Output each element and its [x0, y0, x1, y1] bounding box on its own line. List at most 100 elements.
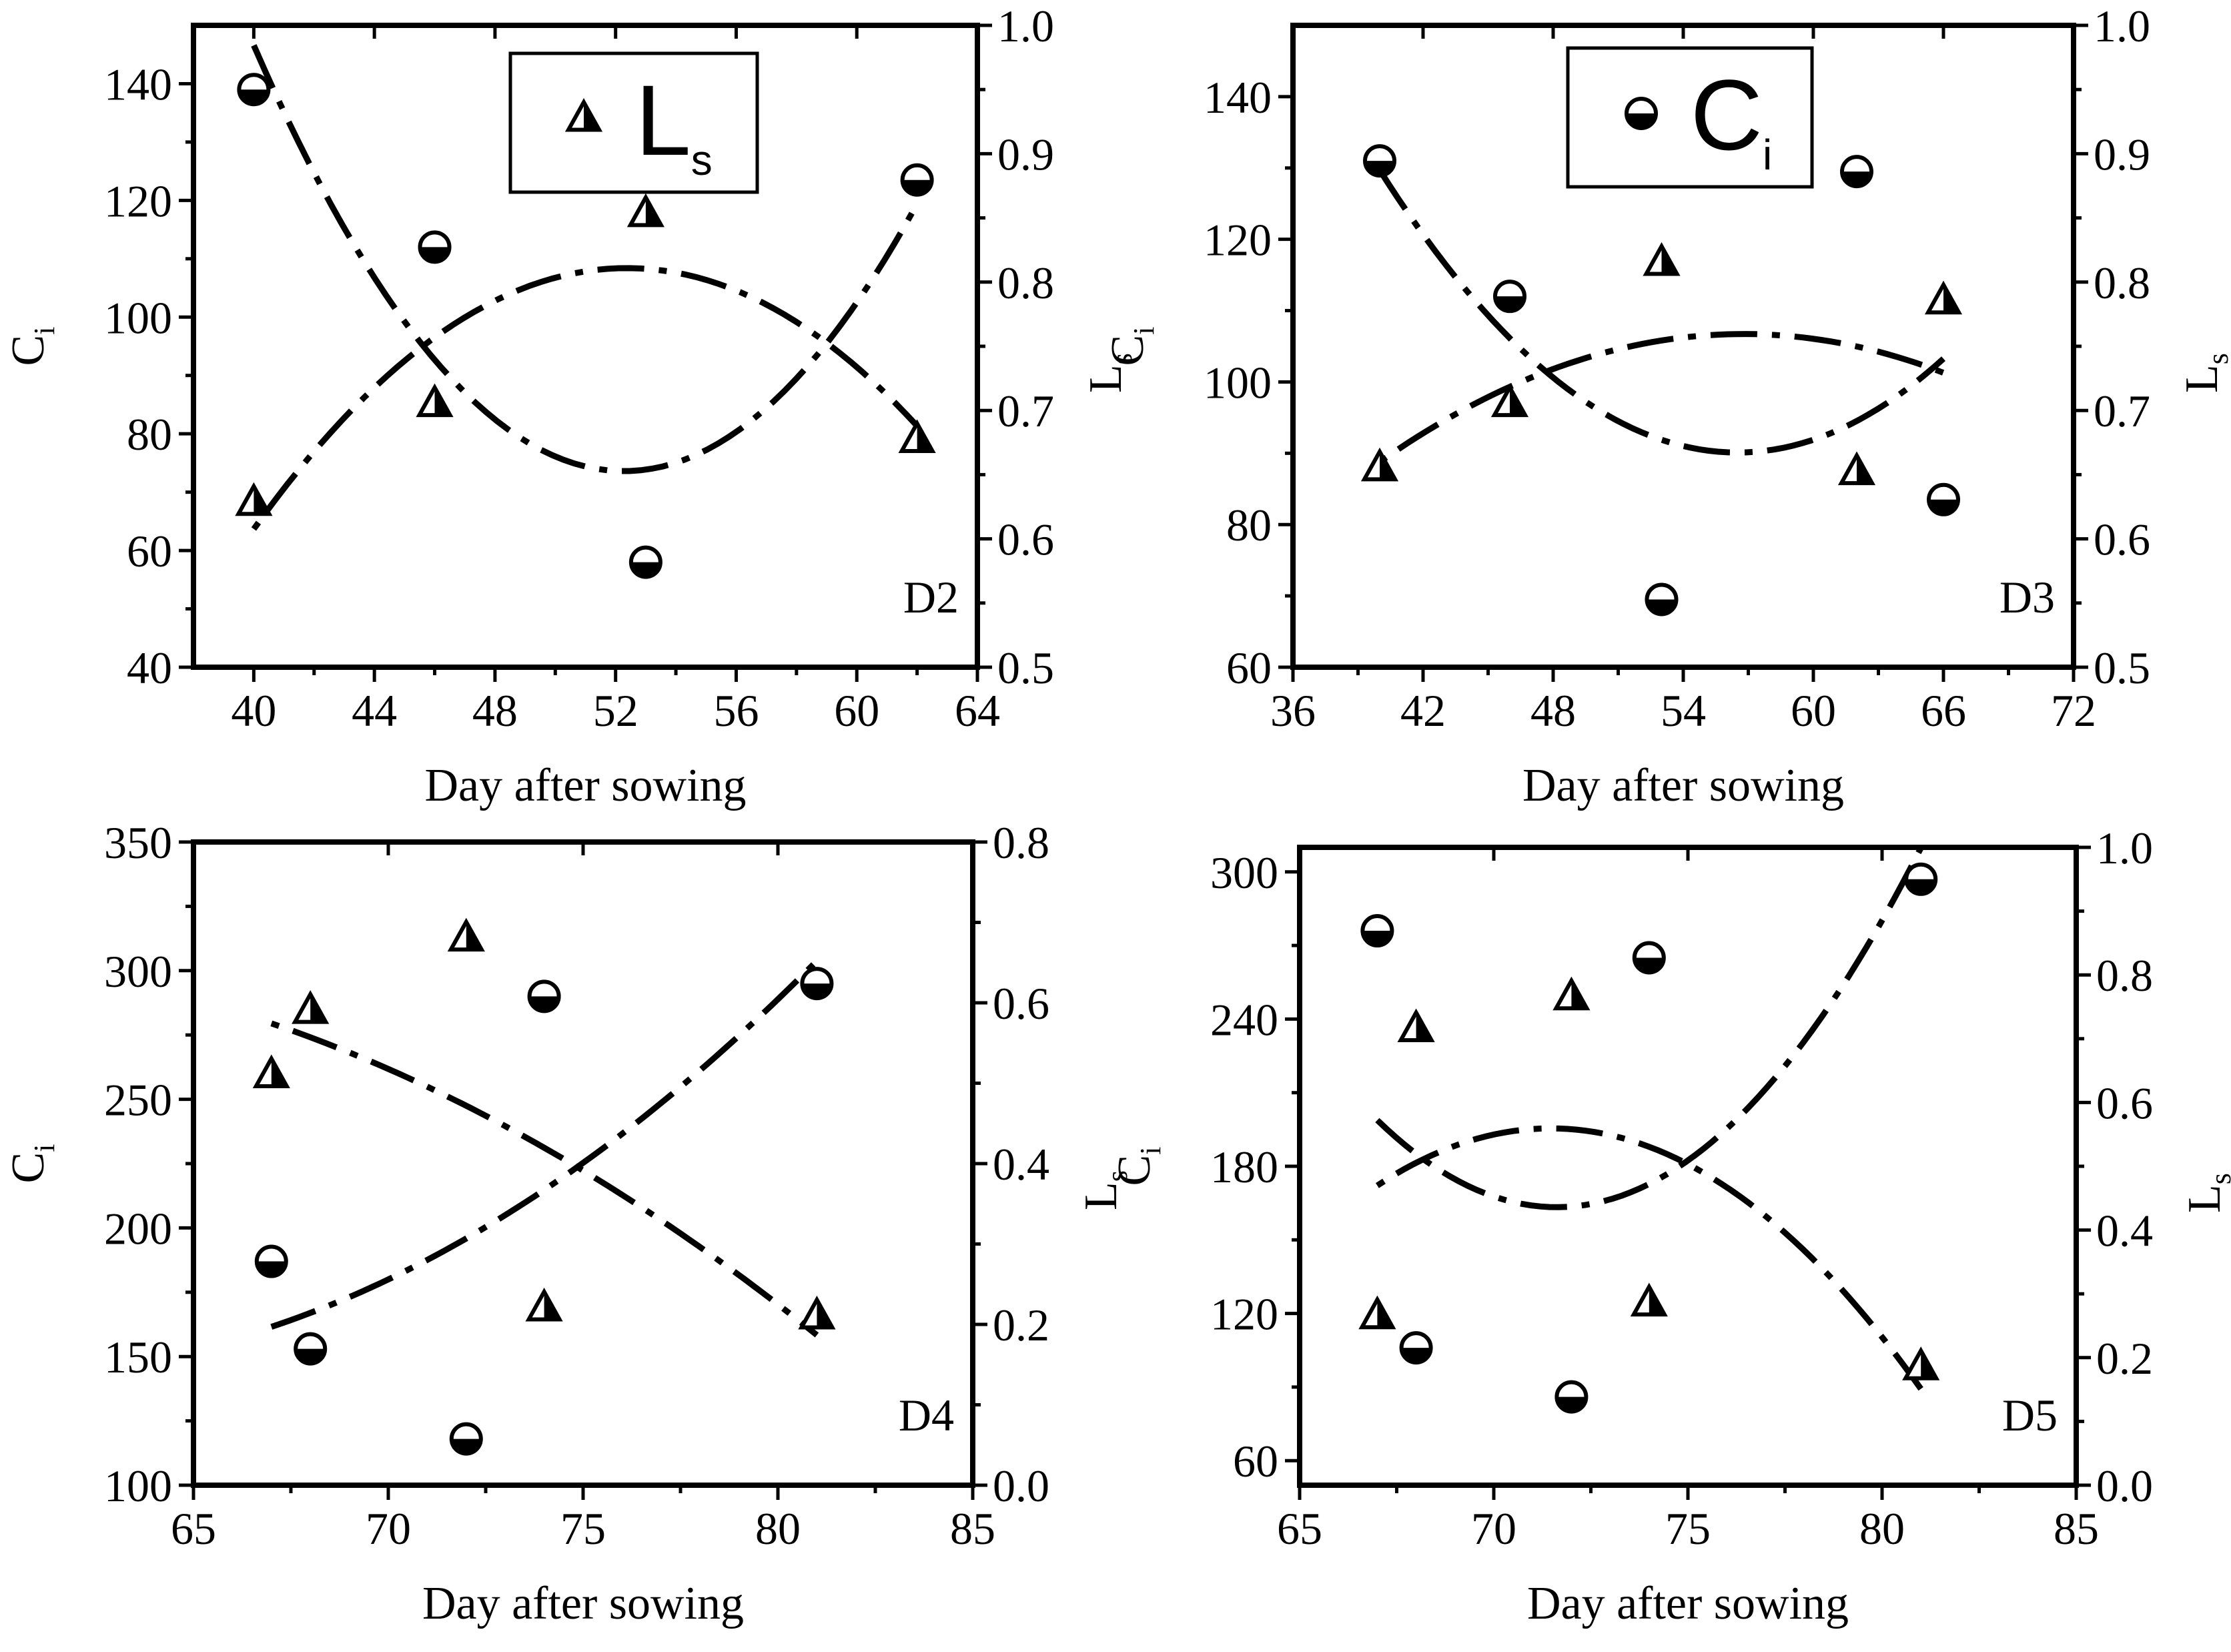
data-point-ci-fill [1365, 161, 1394, 176]
data-point-ls-fill [1943, 284, 1959, 313]
fit-curve-ls [270, 1020, 819, 1338]
legend-marker-ls [564, 97, 603, 132]
data-point-ci-fill [296, 1348, 326, 1364]
y-right-tick-label: 0.4 [2096, 1206, 2153, 1256]
data-point-ci [237, 73, 271, 107]
y-right-axis-title: Ls [2179, 1173, 2231, 1213]
data-point-ls-fill [1380, 451, 1395, 480]
y-right-axis-title: Ls [2176, 353, 2231, 393]
legend-label-sub: i [1763, 131, 1772, 179]
y-right-tick-label: 0.0 [993, 1461, 1049, 1511]
y-right-tick-label: 0.8 [2096, 950, 2153, 1001]
data-point-ls-fill [271, 1058, 287, 1087]
data-point-ls [1360, 447, 1399, 482]
y-right-tick-label: 0.8 [997, 258, 1054, 308]
y-right-axis-title-main: L [2179, 1184, 2230, 1213]
y-left-tick-label: 80 [127, 409, 172, 460]
panel-d3: 36 42 48 54 60 66 72 60 80 100 120 140 0.5 0.6 0.7 0.8 0… [1102, 1, 2231, 811]
data-point-ls [1397, 1008, 1435, 1043]
x-tick-label: 42 [1400, 685, 1446, 736]
data-point-ls-fill [1571, 980, 1587, 1009]
data-point-ci [1493, 280, 1526, 314]
data-point-ci [1363, 144, 1396, 178]
x-tick-label: 36 [1270, 685, 1316, 736]
y-left-axis-title-sub: i [1128, 327, 1160, 335]
data-point-ci [1840, 155, 1873, 189]
y-left-axis-title: Ci [3, 1144, 61, 1184]
x-tick-label: 48 [472, 685, 518, 736]
y-right-tick-label: 0.6 [2096, 1078, 2153, 1128]
plot-frame-d5 [1297, 845, 2079, 1488]
y-right-axis-title-main: L [1080, 364, 1132, 393]
x-tick-label: 80 [1859, 1503, 1905, 1554]
data-point-ls-fill [434, 387, 450, 416]
data-point-ci-fill [1634, 957, 1664, 973]
y-right-tick-label: 0.2 [993, 1300, 1049, 1350]
y-left-tick-label: 80 [1226, 500, 1272, 550]
y-left-tick-label: 100 [1204, 357, 1272, 408]
data-point-ls-fill [917, 423, 933, 452]
y-right-tick-label: 0.5 [2094, 643, 2150, 693]
y-left-tick-label: 200 [104, 1203, 172, 1254]
x-tick-label: 40 [231, 685, 276, 736]
panel-d2: 40 44 48 52 56 60 64 40 60 80 100 120 140 0.5 0.6 0.7 0.… [3, 1, 1138, 811]
y-right-tick-label: 1.0 [2096, 823, 2153, 873]
data-point-ls [798, 1295, 836, 1330]
x-tick-label: 64 [955, 685, 1000, 736]
y-left-axis-title: Ci [1102, 327, 1160, 366]
data-point-ls-fill [1416, 1012, 1432, 1041]
y-left-axis-title: Ci [3, 327, 61, 366]
data-point-ci-fill [1906, 879, 1936, 894]
y-right-tick-label: 0.9 [2094, 129, 2150, 179]
data-point-ls-fill [817, 1300, 833, 1328]
data-point-ls-fill [1377, 1299, 1393, 1328]
data-point-ci-fill [1556, 1396, 1587, 1412]
x-tick-label: 48 [1530, 685, 1576, 736]
x-tick-label: 56 [713, 685, 759, 736]
data-point-ci-fill [420, 247, 450, 262]
y-right-axis-title-sub: s [2204, 1173, 2231, 1184]
y-left-axis-title-sub: i [1134, 1147, 1167, 1155]
y-right-axis-title-sub: s [1101, 1170, 1134, 1182]
x-tick-label: 85 [2054, 1503, 2099, 1554]
x-tick-label: 70 [1471, 1503, 1516, 1554]
data-point-ls-fill [466, 921, 482, 950]
data-point-ls [626, 193, 664, 228]
data-point-ls-fill [1661, 246, 1677, 274]
data-point-ls [416, 383, 454, 418]
x-axis-title: Day after sowing [1522, 760, 1844, 811]
legend-box [508, 51, 759, 194]
data-point-ci-fill [1929, 499, 1958, 514]
y-left-axis-title-main: C [3, 1152, 54, 1184]
y-left-tick-label: 40 [127, 643, 172, 693]
x-tick-label: 75 [560, 1503, 606, 1554]
legend-marker-ci-fill [1627, 113, 1656, 128]
x-tick-label: 70 [366, 1503, 411, 1554]
fit-curve-ls [1375, 1125, 1923, 1391]
fit-curve-ci [1377, 168, 1945, 456]
legend-label: Ls [635, 64, 712, 184]
data-point-ls-fill [1649, 1286, 1665, 1315]
y-left-tick-label: 250 [104, 1075, 172, 1126]
data-point-ls-fill [1921, 1350, 1937, 1378]
y-right-tick-label: 0.4 [993, 1139, 1049, 1190]
x-tick-label: 54 [1661, 685, 1706, 736]
data-point-ci [1360, 914, 1394, 948]
y-left-tick-label: 100 [104, 1461, 172, 1511]
y-right-tick-label: 0.0 [2096, 1461, 2153, 1511]
data-point-ci [1399, 1331, 1433, 1365]
y-left-tick-label: 150 [104, 1332, 172, 1382]
data-point-ci [449, 1422, 483, 1456]
data-point-ls [525, 1287, 563, 1322]
y-right-tick-label: 0.9 [997, 129, 1054, 179]
data-point-ls [1630, 1282, 1668, 1317]
y-left-tick-label: 60 [127, 526, 172, 576]
data-point-ls-fill [1510, 387, 1525, 416]
panel-label-d2: D2 [903, 572, 959, 623]
y-left-tick-label: 140 [1204, 72, 1272, 123]
data-point-ls-fill [310, 994, 326, 1022]
plot-area-d3 [1360, 144, 1963, 616]
panel-d5: 65 70 75 80 85 60 120 180 240 300 0.0 0.2 0.4 0.6 0.8 1… [1109, 823, 2231, 1629]
data-point-ls [252, 1054, 290, 1089]
x-tick-label: 75 [1665, 1503, 1711, 1554]
